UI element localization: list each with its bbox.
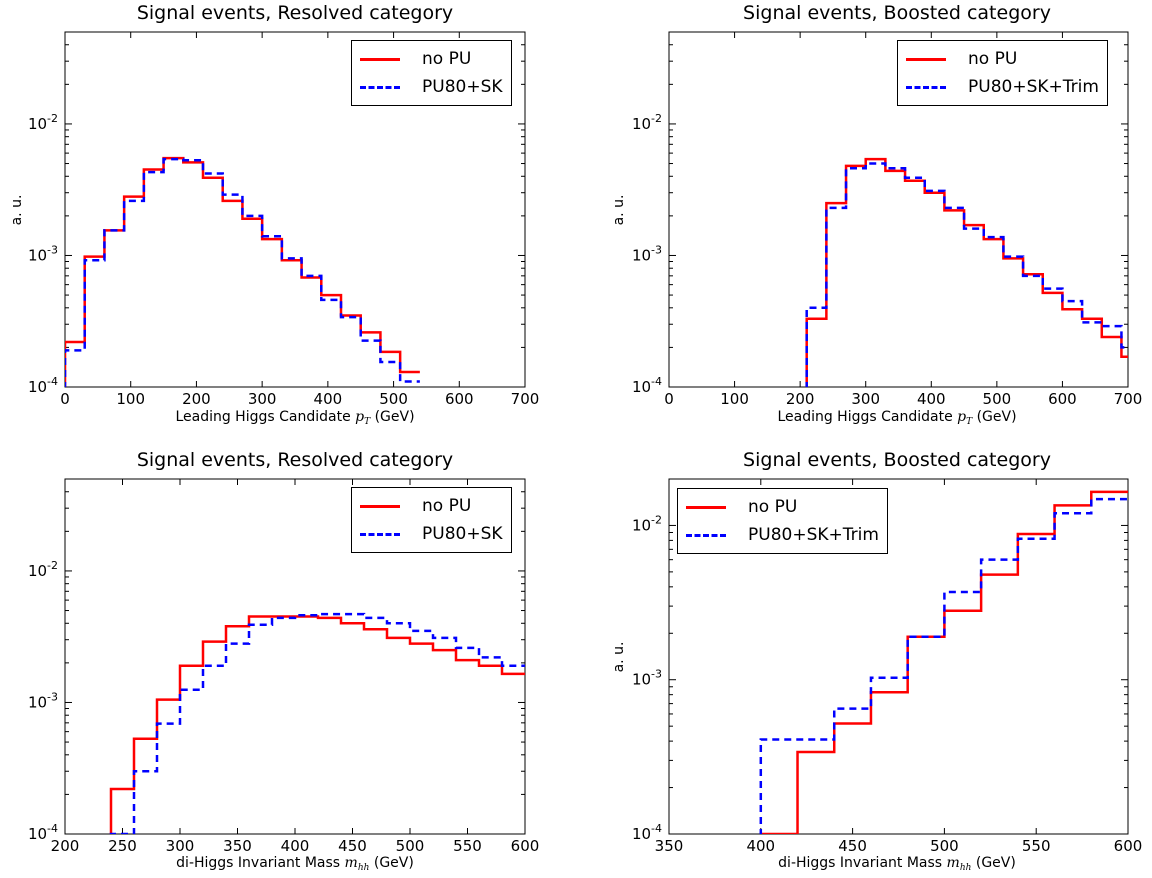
x-tick-label: 400: [314, 390, 343, 408]
x-axis-label-text: di-Higgs Invariant Mass: [778, 855, 943, 871]
y-tick-label: 10-3: [632, 243, 662, 264]
series-line-solid: [109, 615, 525, 834]
x-axis-label-unit: (GeV): [976, 409, 1017, 425]
legend-entry: no PU: [686, 493, 879, 521]
x-tick-label: 100: [116, 390, 145, 408]
legend-swatch-dashed: [906, 85, 946, 89]
y-tick-label: 10-3: [632, 668, 662, 689]
plot-frame: [64, 31, 526, 388]
legend-entry: PU80+SK+Trim: [686, 521, 879, 549]
x-axis-label-unit: (GeV): [975, 855, 1016, 871]
x-axis-label-var: mhh: [344, 855, 370, 873]
x-axis-label-text: di-Higgs Invariant Mass: [176, 855, 341, 871]
x-tick-label: 200: [786, 390, 815, 408]
y-tick-label: 10-4: [28, 822, 58, 843]
legend-swatch-solid: [360, 504, 400, 508]
x-tick-label: 300: [851, 390, 880, 408]
x-tick-label: 400: [746, 837, 775, 855]
y-tick-label: 10-2: [632, 513, 662, 534]
chart-title: Signal events, Resolved category: [136, 2, 454, 24]
x-tick-label: 600: [1048, 390, 1077, 408]
x-tick-label: 600: [445, 390, 474, 408]
legend-swatch-solid: [686, 505, 726, 509]
x-tick-label: 600: [1114, 837, 1143, 855]
x-tick-label: 500: [379, 390, 408, 408]
x-axis-label-text: Leading Higgs Candidate: [175, 409, 351, 425]
x-tick-label: 400: [917, 390, 946, 408]
x-tick-label: 200: [182, 390, 211, 408]
x-tick-label: 400: [281, 837, 310, 855]
x-axis-label-text: Leading Higgs Candidate: [777, 409, 953, 425]
x-tick-label: 300: [166, 837, 195, 855]
series-line-dashed: [805, 162, 1128, 387]
x-tick-label: 700: [1114, 390, 1143, 408]
x-axis-label-var: pT: [355, 409, 371, 427]
legend-entry: PU80+SK+Trim: [906, 73, 1099, 101]
x-tick-label: 500: [983, 390, 1012, 408]
legend-entry: no PU: [360, 45, 503, 73]
x-tick-label: 500: [930, 837, 959, 855]
y-tick-label: 10-4: [632, 822, 662, 843]
x-tick-label: 350: [223, 837, 252, 855]
x-tick-label: 0: [60, 390, 70, 408]
legend-entry: PU80+SK: [360, 520, 503, 548]
legend-swatch-dashed: [360, 532, 400, 536]
x-axis-label-unit: (GeV): [373, 855, 414, 871]
legend-swatch-dashed: [686, 533, 726, 537]
legend-entry: no PU: [906, 45, 1099, 73]
legend: no PU PU80+SK: [351, 487, 512, 553]
x-axis-label-unit: (GeV): [374, 409, 415, 425]
x-tick-label: 550: [453, 837, 482, 855]
y-axis-label: a. u.: [611, 641, 627, 673]
legend: no PU PU80+SK: [351, 40, 512, 106]
plot-frame: [668, 31, 1129, 388]
legend-swatch-solid: [906, 57, 946, 61]
x-axis-label-var: pT: [957, 409, 973, 427]
series-line-dashed: [109, 612, 525, 834]
x-tick-label: 550: [1022, 837, 1051, 855]
x-tick-label: 700: [511, 390, 540, 408]
x-axis-label: di-Higgs Invariant Mass mhh (GeV): [176, 855, 414, 873]
y-tick-label: 10-2: [28, 559, 58, 580]
x-axis-label: Leading Higgs Candidate pT (GeV): [175, 409, 414, 427]
legend-entry: no PU: [360, 492, 503, 520]
x-tick-label: 450: [338, 837, 367, 855]
x-tick-label: 500: [396, 837, 425, 855]
legend: no PU PU80+SK+Trim: [897, 40, 1108, 106]
y-tick-label: 10-3: [28, 243, 58, 264]
legend: no PU PU80+SK+Trim: [677, 488, 888, 554]
series-line-dashed: [65, 157, 420, 387]
chart-title: Signal events, Boosted category: [743, 2, 1051, 24]
legend-entry: PU80+SK: [360, 73, 503, 101]
legend-swatch-dashed: [360, 85, 400, 89]
x-tick-label: 450: [838, 837, 867, 855]
y-tick-label: 10-2: [28, 112, 58, 133]
y-tick-label: 10-4: [28, 375, 58, 396]
chart-title: Signal events, Boosted category: [743, 449, 1051, 471]
legend-swatch-solid: [360, 57, 400, 61]
x-tick-label: 200: [51, 837, 80, 855]
y-tick-label: 10-3: [28, 690, 58, 711]
plot-frame: [668, 478, 1129, 835]
chart-title: Signal events, Resolved category: [136, 449, 454, 471]
x-axis-label: di-Higgs Invariant Mass mhh (GeV): [778, 855, 1016, 873]
x-tick-label: 300: [248, 390, 277, 408]
x-tick-label: 100: [720, 390, 749, 408]
x-tick-label: 600: [511, 837, 540, 855]
x-axis-label-var: mhh: [946, 855, 972, 873]
x-tick-label: 0: [664, 390, 674, 408]
x-tick-label: 250: [108, 837, 137, 855]
y-tick-label: 10-2: [632, 112, 662, 133]
x-tick-label: 350: [655, 837, 684, 855]
x-axis-label: Leading Higgs Candidate pT (GeV): [777, 409, 1016, 427]
y-tick-label: 10-4: [632, 375, 662, 396]
series-line-dashed: [759, 497, 1128, 834]
